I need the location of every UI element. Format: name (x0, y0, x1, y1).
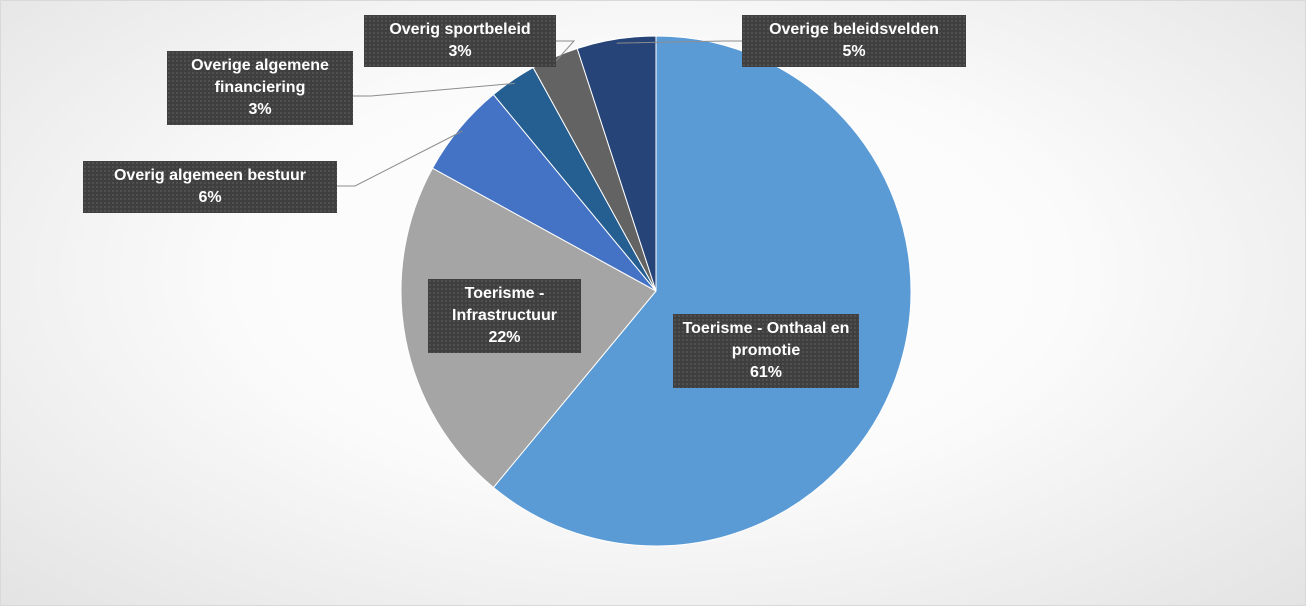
data-label: Toerisme - Onthaal en promotie 61% (673, 314, 859, 388)
data-label: Overige beleidsvelden 5% (742, 15, 966, 67)
leader-line (555, 40, 576, 61)
leader-line (616, 40, 742, 44)
data-label: Overige algemene financiering 3% (167, 51, 353, 125)
label-category: Overig sportbeleid (389, 21, 531, 38)
label-value: 5% (842, 43, 866, 60)
label-value: 6% (198, 189, 222, 206)
leader-line (337, 130, 463, 187)
pie-slice (492, 35, 912, 547)
label-value: 61% (749, 364, 783, 381)
label-value: 3% (448, 43, 472, 60)
leader-line (353, 82, 515, 97)
label-category: Toerisme - Onthaal en promotie (682, 320, 850, 359)
data-label: Overig sportbeleid 3% (364, 15, 556, 67)
label-value: 3% (248, 101, 272, 118)
data-label: Toerisme - Infrastructuur 22% (428, 279, 581, 353)
data-label: Overig algemeen bestuur 6% (83, 161, 337, 213)
label-category: Overige algemene financiering (191, 57, 329, 96)
label-value: 22% (488, 329, 521, 346)
label-category: Overige beleidsvelden (769, 21, 939, 38)
label-category: Overig algemeen bestuur (113, 167, 307, 184)
label-category: Toerisme - Infrastructuur (452, 285, 557, 324)
pie-slice (576, 35, 657, 292)
